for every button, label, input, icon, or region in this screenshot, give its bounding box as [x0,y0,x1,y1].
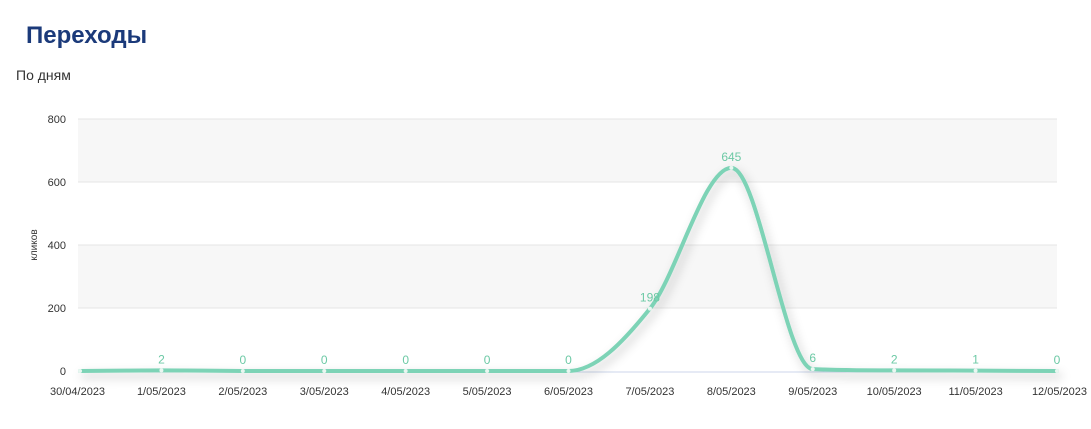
y-tick-label: 0 [60,366,66,378]
data-label: 0 [321,353,328,367]
x-tick-label: 30/04/2023 [50,386,105,398]
data-labels: 2 0 0 0 0 0 198 645 6 2 1 0 [158,150,1061,367]
data-label: 1 [972,353,979,367]
x-tick-label: 2/05/2023 [218,386,267,398]
chart-title: Переходы [26,22,148,49]
x-tick-label: 4/05/2023 [381,386,430,398]
plot-bands [78,119,1057,308]
data-point [973,368,978,373]
y-tick-label: 600 [48,177,66,189]
x-tick-label: 6/05/2023 [544,386,593,398]
data-point [810,367,815,372]
data-point [485,369,490,373]
data-label: 0 [1054,353,1061,367]
y-tick-label: 200 [48,303,66,315]
data-point [729,165,734,170]
y-axis-ticks: 0 200 400 600 800 [48,114,66,378]
data-point [647,306,652,311]
data-point [566,369,571,373]
x-tick-label: 9/05/2023 [788,386,837,398]
data-label: 0 [239,353,246,367]
data-points [78,165,1059,373]
data-point [403,369,408,373]
series-line [78,165,1059,374]
data-label: 645 [721,150,741,164]
data-point [78,369,82,373]
data-label: 198 [640,291,660,305]
data-label: 6 [809,351,816,365]
x-tick-label: 1/05/2023 [137,386,186,398]
data-point [1055,369,1059,373]
y-tick-label: 800 [48,114,66,126]
data-label: 0 [402,353,409,367]
x-tick-label: 8/05/2023 [707,386,756,398]
data-label: 2 [891,352,898,366]
x-tick-label: 12/05/2023 [1032,386,1087,398]
x-tick-label: 5/05/2023 [463,386,512,398]
x-tick-label: 10/05/2023 [867,386,922,398]
y-axis-label: кликов [29,229,40,260]
data-point [159,368,164,373]
x-tick-label: 3/05/2023 [300,386,349,398]
data-label: 0 [565,353,572,367]
plot-band [78,119,1057,182]
x-tick-label: 11/05/2023 [948,386,1002,398]
gridlines [78,118,1057,309]
data-point [240,369,245,373]
data-label: 2 [158,352,165,366]
plot-band [78,245,1057,308]
chart-subtitle: По дням [16,67,71,83]
data-point [322,369,327,373]
x-axis-ticks: 30/04/2023 1/05/2023 2/05/2023 3/05/2023 4/0… [50,386,1087,398]
y-tick-label: 400 [48,240,66,252]
data-point [892,368,897,373]
x-tick-label: 7/05/2023 [625,386,674,398]
data-label: 0 [484,353,491,367]
